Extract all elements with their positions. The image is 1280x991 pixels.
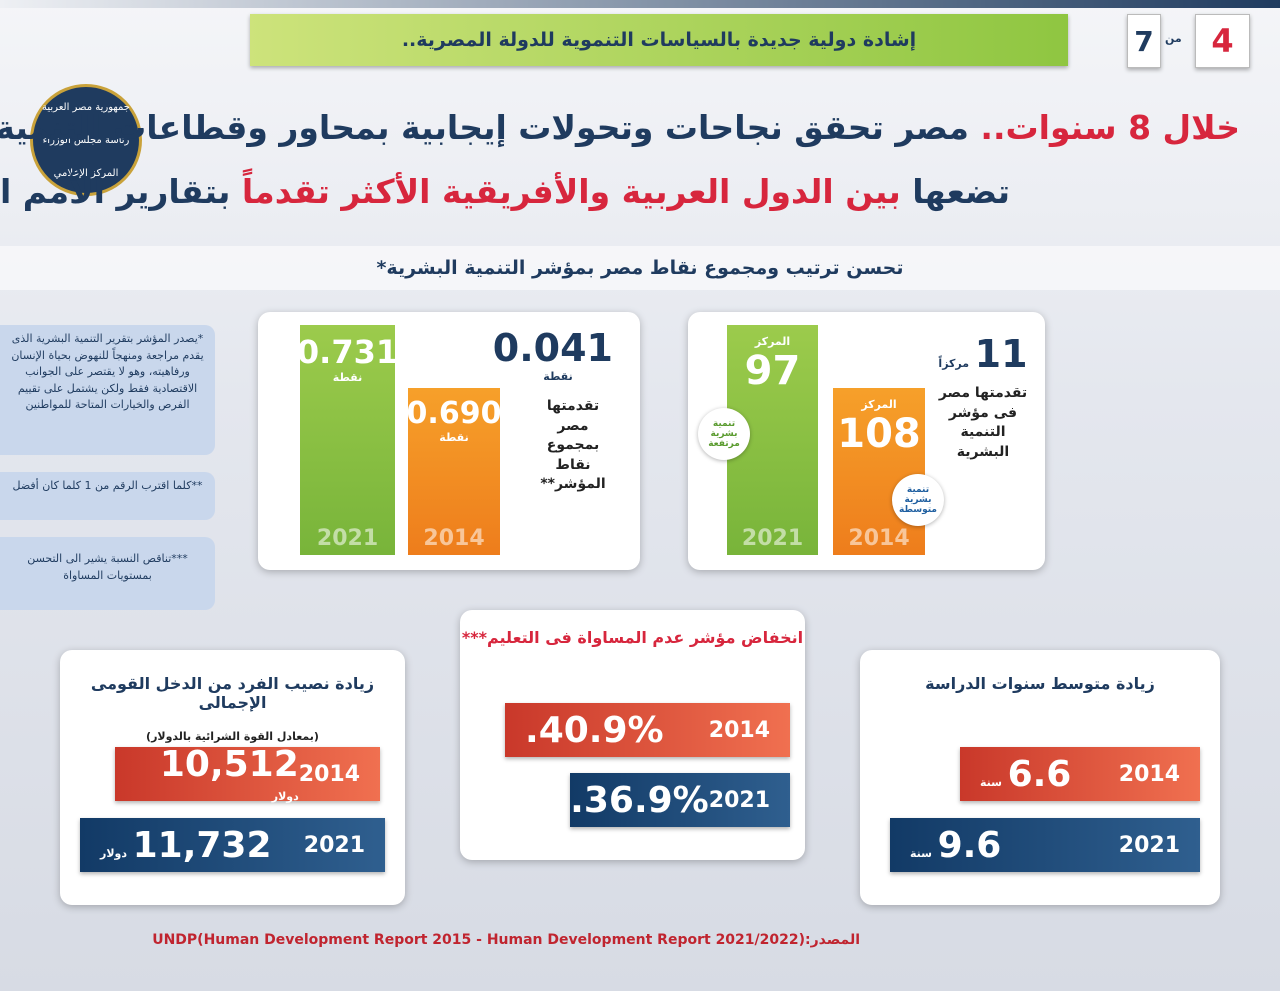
logo-line: رئاسة مجلس الوزراء [42,134,130,146]
year: 2014 [848,526,910,551]
row-value: 36.9%. [570,779,709,821]
title-line: خلال 8 سنوات.. مصر تحقق نجاحات وتحولات إ… [0,108,1240,147]
score-bar-2014: 0.690 نقطة 2014 [406,388,502,555]
rank-panel: المركز 97 2021 تنمية بشرية مرتفعة المركز… [688,312,1045,570]
source-label: المصدر: [805,932,860,948]
page-total: 7 [1127,14,1161,68]
rank-value: 108 [837,411,921,457]
page-of: من [1165,32,1182,45]
inequality-panel: انخفاض مؤشر عدم المساواة فى التعليم*** 2… [460,610,805,860]
schooling-row: 2014 6.6 سنة [960,747,1200,801]
page-number: 4 [1195,14,1250,68]
rank-bar-2021: المركز 97 2021 [727,325,818,555]
rank-value: 97 [744,348,801,394]
row-year: 2014 [298,761,360,787]
year: 2021 [316,526,379,551]
schooling-panel: زيادة متوسط سنوات الدراسة 2014 6.6 سنة 2… [860,650,1220,905]
score-value: 0.690 [406,396,502,431]
title-highlight: خلال 8 سنوات.. [980,108,1240,147]
inequality-row: 2014 40.9%. [505,703,790,757]
row-value: 10,512 [159,744,299,785]
row-year: 2021 [1118,832,1180,858]
score-value: 0.731 [296,333,399,371]
year: 2021 [741,526,804,551]
row-unit: سنة [910,846,932,860]
score-bar-2021: 0.731 نقطة 2021 [296,325,399,555]
logo-line: المركز الإعلامي [53,167,119,179]
income-panel: زيادة نصيب الفرد من الدخل القومى الإجمال… [60,650,405,905]
score-change: 0.041 نقطة تقدمتها مصر بمجموع نقاط المؤش… [492,326,613,495]
logo-line: جمهورية مصر العربية [42,101,130,113]
row-year: 2021 [708,787,770,813]
score-unit: نقطة [439,431,469,444]
row-year: 2021 [303,832,365,858]
banner: إشادة دولية جديدة بالسياسات التنموية للد… [250,14,1068,66]
schooling-row: 2021 9.6 سنة [890,818,1200,872]
panel-subtitle: (بمعادل القوة الشرائية بالدولار) [146,730,319,743]
rank-change-value: 11 [974,332,1028,376]
rank-change-unit: مركزاً [938,357,970,370]
subtitle: تحسن ترتيب ومجموع نقاط مصر بمؤشر التنمية… [0,246,1280,290]
panel-title: زيادة نصيب الفرد من الدخل القومى الإجمال… [90,674,375,712]
source: المصدر:UNDP(Human Development Report 201… [152,932,860,948]
panel-title: انخفاض مؤشر عدم المساواة فى التعليم*** [461,628,804,647]
title-highlight: بين الدول العربية والأفريقية الأكثر تقدم… [241,172,901,211]
panel-title: زيادة متوسط سنوات الدراسة [925,674,1155,693]
title-text: بتقارير الأمم المتحدة [0,172,231,211]
row-unit: سنة [980,775,1002,789]
title-text: مصر تحقق نجاحات وتحولات إيجابية بمحاور و… [0,108,969,147]
rank-change-text: تقدمتها مصر فى مؤشر التنمية البشرية [938,385,1028,460]
logo: جمهورية مصر العربية رئاسة مجلس الوزراء ا… [30,84,142,196]
row-value: 40.9%. [525,709,664,751]
row-value: 9.6 [937,824,1002,866]
rank-badge: تنمية بشرية مرتفعة [698,408,750,460]
row-value: 11,732 [132,824,272,866]
rank-label: المركز [754,335,791,348]
title-text: تضعها [912,172,1010,211]
score-change-text: تقدمتها مصر بمجموع نقاط المؤشر** [540,398,606,493]
inequality-row: 2021 36.9%. [570,773,790,827]
score-change-value: 0.041 [492,326,613,370]
year: 2014 [423,526,485,551]
note: **كلما اقترب الرقم من 1 كلما كان أفضل [0,472,215,520]
rank-badge: تنمية بشرية متوسطة [892,474,944,526]
top-strip [0,0,1280,8]
row-year: 2014 [1118,761,1180,787]
rank-label: المركز [861,398,897,411]
title-line: تضعها بين الدول العربية والأفريقية الأكث… [0,172,1010,211]
rank-change: 11 مركزاً تقدمتها مصر فى مؤشر التنمية ال… [933,332,1033,462]
score-panel: 0.731 نقطة 2021 0.690 نقطة 2014 0.041 نق… [258,312,640,570]
income-row: 2014 10,512 دولار [115,744,380,803]
row-value: 6.6 [1007,753,1072,795]
note: *يصدر المؤشر بتقرير التنمية البشرية الذى… [0,325,215,455]
row-unit: دولار [100,846,128,860]
source-text: UNDP(Human Development Report 2015 - Hum… [152,932,806,948]
score-change-unit: نقطة [543,370,573,383]
note: ***تناقص النسبة يشير الى التحسن بمستويات… [0,537,215,610]
row-unit: دولار [271,790,299,803]
row-year: 2014 [708,717,770,743]
score-unit: نقطة [332,371,363,384]
rank-bar-2014: المركز 108 2014 [833,388,925,555]
income-row: 2021 11,732 دولار [80,818,385,872]
